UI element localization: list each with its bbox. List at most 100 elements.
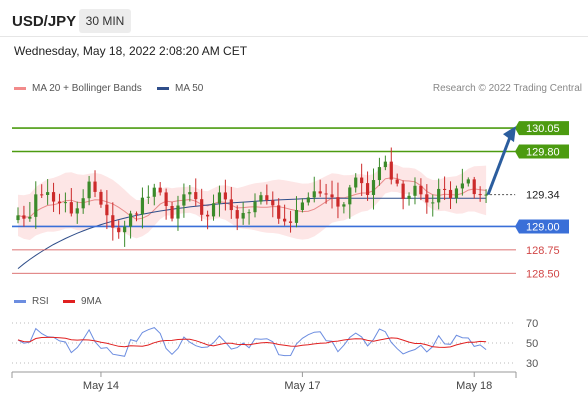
candle-body [466,179,470,184]
level-label-130-05: 130.05 [526,123,560,135]
ma20-swatch [14,86,26,90]
credit-text: Research © 2022 Trading Central [432,83,582,94]
candle-body [253,201,257,213]
candle-body [229,199,233,211]
rsi-line [17,327,487,357]
candle-body [259,195,263,202]
candle-body [57,201,62,204]
candle-body [51,192,56,202]
candle-body [206,214,210,217]
candle-body [324,193,328,195]
candle-body [164,192,168,207]
candle-body [472,179,476,195]
candle-body [111,215,115,228]
candle-body [146,196,150,198]
level-label-129-00: 129.00 [526,221,560,233]
candle-body [117,227,121,233]
candle-body [437,188,441,203]
candle-body [34,194,38,217]
candle-body [188,192,192,195]
candle-body [460,183,464,189]
x-tick-label: May 17 [284,380,320,392]
ma50-swatch [157,86,169,90]
candle-body [484,194,488,196]
candle-body [75,208,79,214]
candle-body [235,210,239,219]
candle-body [170,206,174,219]
candle-body [69,202,73,214]
level-label-128-50: 128.50 [526,268,560,280]
candle-body [277,205,281,219]
candle-body [342,204,346,207]
candle-body [377,167,382,181]
level-label-128-75: 128.75 [526,245,560,257]
candle-body [16,215,20,221]
candle-body [306,197,310,203]
rsi-swatch [14,299,26,303]
ma20-label: MA 20 + Bollinger Bands [32,83,142,94]
rsi-ma-swatch [63,299,75,303]
level-tag-130-05 [515,121,569,136]
candle-body [312,191,316,198]
level-label-129-80: 129.80 [526,147,560,159]
rsi-tick-label: 70 [526,318,538,330]
candle-body [194,192,198,200]
candle-body [223,192,227,200]
rsi-tick-label: 50 [526,338,538,350]
candle-body [407,195,411,199]
timestamp: Wednesday, May 18, 2022 2:08:20 AM CET [14,44,248,58]
candle-body [354,177,358,188]
candle-body [99,191,103,205]
level-tag-129-00 [515,219,569,234]
candle-body [105,204,109,216]
candle-body [211,203,216,217]
candle-body [93,181,97,192]
candle-body [365,183,370,195]
legend-rsi-ma: 9MA [63,296,102,307]
level-label-129-34: 129.34 [526,190,560,202]
rsi-tick-label: 30 [526,358,538,370]
candle-body [152,187,156,197]
rsi-label: RSI [32,296,49,307]
candle-body [140,197,145,215]
candle-body [454,188,459,199]
candle-body [360,177,364,184]
candle-body [22,215,26,219]
level-tag-129-80 [515,144,569,159]
symbol-label: USD/JPY [12,13,77,30]
candle-body [182,194,186,206]
candle-body [46,192,50,195]
candle-body [318,191,322,194]
candle-body [294,210,299,223]
candle-body [134,213,139,215]
rsi-ma-label: 9MA [81,296,102,307]
level-tag-129-34 [515,187,569,202]
candle-body [158,187,162,193]
candle-body [443,188,447,190]
candle-body [271,200,275,206]
forecast-arrow [486,136,512,196]
candle-body [81,198,85,209]
candle-body [40,194,44,196]
candle-body [413,185,417,196]
candle-body [300,202,304,211]
x-tick-label: May 18 [456,380,492,392]
candle-body [425,194,429,203]
ma20-line [17,177,487,220]
x-tick-label: May 14 [83,380,119,392]
chart-header: USD/JPY 30 MIN [0,0,588,37]
legend-ma50: MA 50 [157,83,203,94]
candle-body [383,161,387,168]
candle-body [217,192,222,204]
timeframe-button[interactable]: 30 MIN [79,9,131,33]
candle-body [401,183,405,199]
candle-body [371,180,376,195]
candle-body [389,161,393,180]
forecast-arrow-head [503,126,516,143]
ma50-label: MA 50 [175,83,204,94]
candle-body [28,216,32,219]
candle-body [336,197,340,207]
candle-body [176,205,180,219]
candle-body [288,221,293,223]
